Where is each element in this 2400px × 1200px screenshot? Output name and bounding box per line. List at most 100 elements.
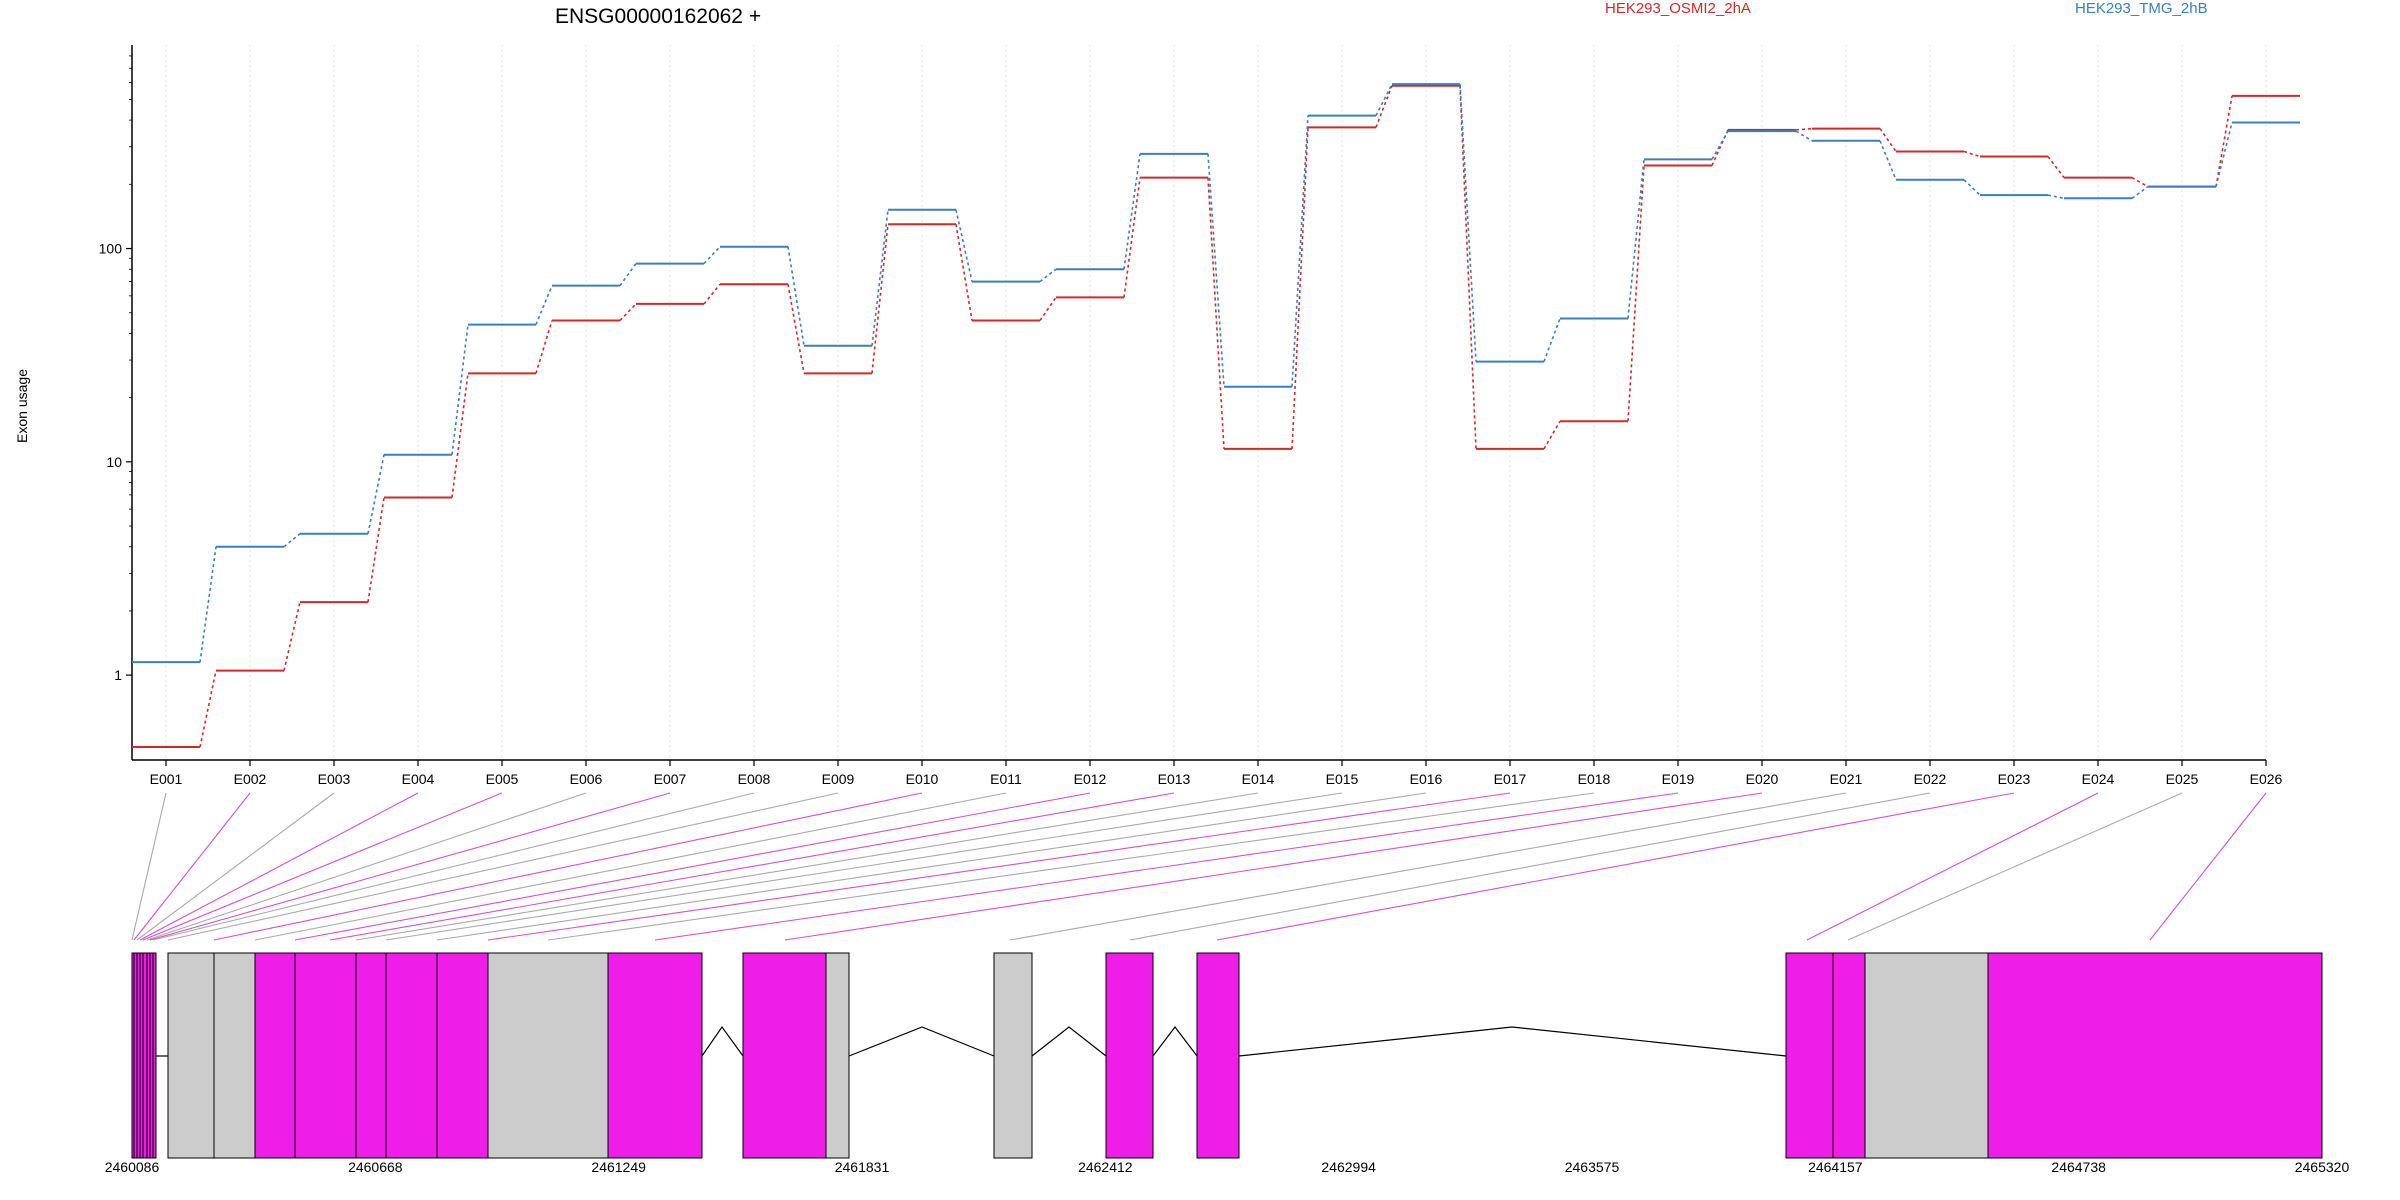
x-tick-label-E004: E004	[402, 771, 435, 787]
x-tick-label-E017: E017	[1494, 771, 1527, 787]
x-tick-label-E015: E015	[1326, 771, 1359, 787]
exon-box	[1987, 952, 2323, 1159]
connector-E008	[152, 792, 755, 941]
series-2-transition	[703, 246, 721, 265]
series-1-transition	[871, 224, 889, 374]
series-2-transition	[955, 209, 973, 282]
connector-E004	[139, 792, 419, 941]
series-2-transition	[1543, 318, 1561, 362]
y-tick-label-1: 1	[114, 667, 122, 683]
x-tick-label-E013: E013	[1158, 771, 1191, 787]
genomic-tick-label-2460086: 2460086	[105, 1159, 160, 1175]
series-1-transition	[1711, 129, 1729, 166]
connector-E006	[146, 792, 587, 941]
exon-box	[385, 952, 438, 1159]
series-2-transition	[535, 285, 553, 325]
x-tick-label-E023: E023	[1998, 771, 2031, 787]
connector-E019	[654, 792, 1679, 941]
series-1-transition	[787, 284, 805, 374]
plot-axes: 1 10 100 E001 E002 E003 E004 E005 E006 E007 E008 E0…	[99, 45, 2283, 787]
series-HEK293_TMG_2hB	[132, 83, 2300, 664]
series-HEK293_OSMI2_2hA	[132, 84, 2300, 749]
series-2-transition	[199, 546, 217, 663]
connector-E026	[2149, 792, 2267, 941]
connector-E011	[254, 792, 1007, 941]
connector-E021	[1009, 792, 1847, 941]
genomic-tick-label-2462994: 2462994	[1321, 1159, 1376, 1175]
exon-box	[742, 952, 827, 1159]
series-2-transition	[367, 454, 385, 534]
genomic-tick-label-2465320: 2465320	[2295, 1159, 2350, 1175]
x-tick-label-E012: E012	[1074, 771, 1107, 787]
connector-E018	[547, 792, 1595, 941]
series-1-transition	[2047, 156, 2065, 179]
gene-model-track	[131, 952, 2323, 1159]
series-1-transition	[1543, 420, 1561, 450]
connector-E013	[329, 792, 1175, 941]
series-2-transition	[1963, 179, 1981, 196]
series-2-transition	[1795, 130, 1813, 142]
series-1-transition	[1039, 296, 1057, 321]
series-1-transition	[1627, 165, 1645, 422]
exon-box	[487, 952, 609, 1159]
series-1-transition	[955, 224, 973, 321]
x-tick-label-E008: E008	[738, 771, 771, 787]
connector-E012	[294, 792, 1091, 941]
series-2-transition	[1291, 115, 1309, 387]
y-tick-label-10: 10	[106, 454, 122, 470]
series-2-transition	[1207, 153, 1225, 387]
exon-box	[294, 952, 357, 1159]
y-axis-label: Exon usage	[14, 369, 30, 443]
series-1-transition	[1963, 150, 1981, 158]
exon-box	[355, 952, 387, 1159]
series-2-transition	[1375, 83, 1393, 116]
series-1-transition	[451, 373, 469, 498]
connector-E002	[133, 792, 251, 941]
genomic-tick-label-2461249: 2461249	[591, 1159, 646, 1175]
exon-box	[1864, 952, 1989, 1159]
series-2-transition	[283, 533, 301, 548]
series-2-transition	[451, 324, 469, 455]
series-1-transition	[1291, 127, 1309, 449]
genomic-tick-label-2464738: 2464738	[2051, 1159, 2106, 1175]
exon-box	[142, 952, 148, 1159]
exon-box	[213, 952, 256, 1159]
series-2-transition	[2131, 186, 2149, 199]
series-1-transition	[619, 303, 637, 322]
genomic-coordinate-axis: 2460086 2460668 2461249 2461831 2462412 24629…	[105, 1159, 2350, 1175]
x-tick-label-E026: E026	[2250, 771, 2283, 787]
series-1-transition	[1375, 85, 1393, 128]
x-tick-label-E002: E002	[234, 771, 267, 787]
x-tick-label-E016: E016	[1410, 771, 1443, 787]
x-tick-label-E003: E003	[318, 771, 351, 787]
x-tick-label-E025: E025	[2166, 771, 2199, 787]
series-2-transition	[1123, 153, 1141, 270]
intron-line	[1152, 1026, 1198, 1057]
connector-E010	[213, 792, 923, 941]
genomic-tick-label-2461831: 2461831	[835, 1159, 890, 1175]
x-tick-label-E010: E010	[906, 771, 939, 787]
exon-box	[1105, 952, 1154, 1159]
x-tick-label-E018: E018	[1578, 771, 1611, 787]
x-tick-label-E022: E022	[1914, 771, 1947, 787]
genomic-tick-label-2463575: 2463575	[1565, 1159, 1620, 1175]
chart-title: ENSG00000162062 +	[555, 5, 761, 28]
x-tick-label-E014: E014	[1242, 771, 1275, 787]
x-tick-label-E006: E006	[570, 771, 603, 787]
x-tick-label-E009: E009	[822, 771, 855, 787]
x-tick-label-E019: E019	[1662, 771, 1695, 787]
x-tick-label-E011: E011	[990, 771, 1022, 787]
intron-line	[1031, 1026, 1107, 1057]
exon-box	[254, 952, 296, 1159]
connector-E014	[355, 792, 1259, 941]
exon-box	[825, 952, 850, 1159]
genomic-tick-label-2462412: 2462412	[1078, 1159, 1133, 1175]
genomic-tick-label-2460668: 2460668	[348, 1159, 403, 1175]
series-2-transition	[1711, 130, 1729, 160]
x-tick-label-E021: E021	[1830, 771, 1863, 787]
legend-entry-tmg: HEK293_TMG_2hB	[2075, 0, 2208, 17]
plot-grid	[165, 45, 2267, 760]
series-2-transition	[1627, 159, 1645, 319]
series-2-transition	[1879, 140, 1897, 181]
x-tick-label-E001: E001	[150, 771, 183, 787]
